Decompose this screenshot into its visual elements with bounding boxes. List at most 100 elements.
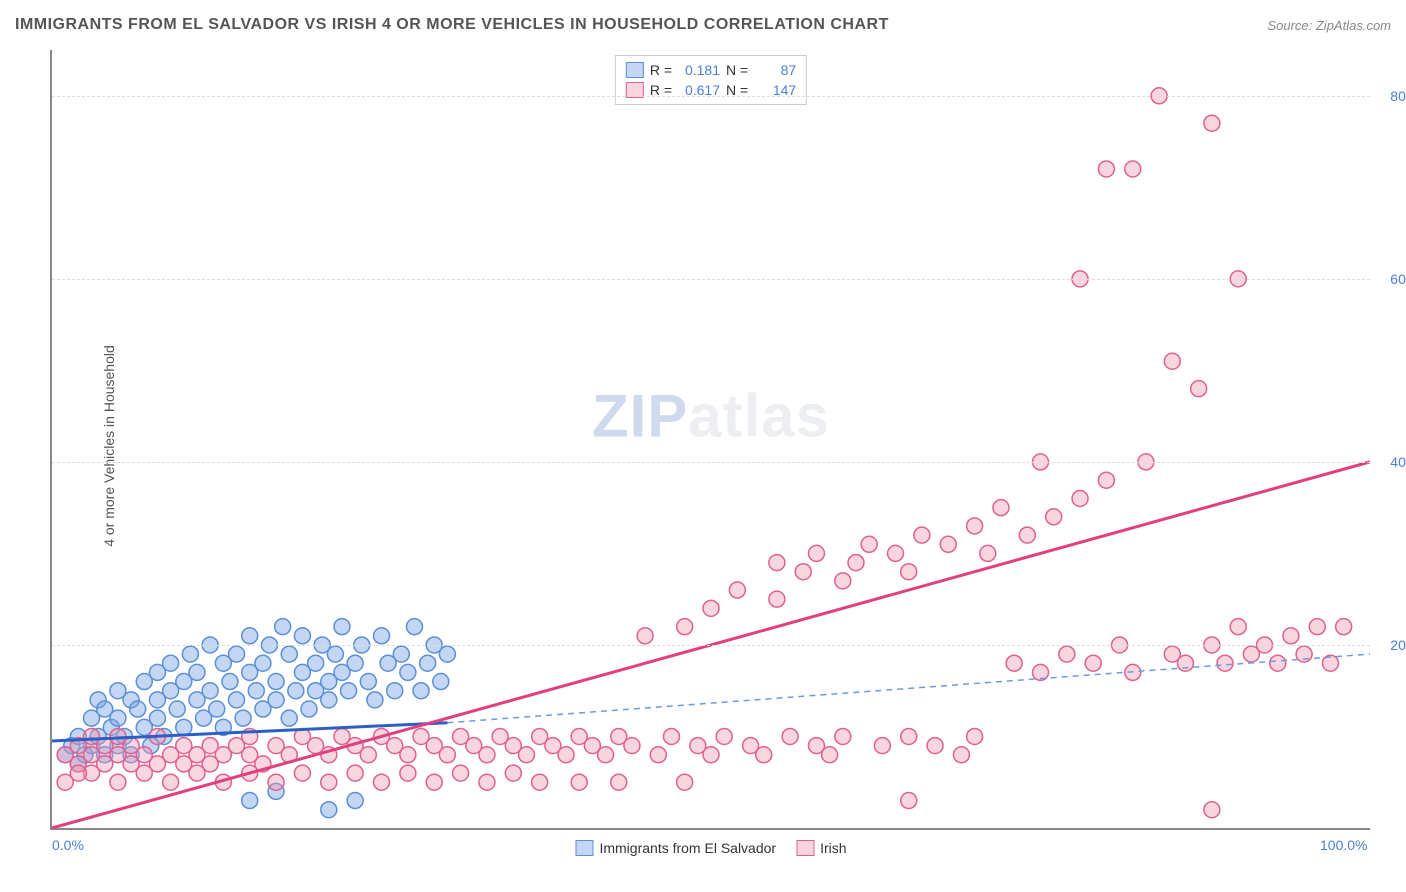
data-point (901, 793, 917, 809)
data-point (822, 747, 838, 763)
legend-label-0: Immigrants from El Salvador (599, 840, 776, 856)
data-point (268, 774, 284, 790)
legend-bottom: Immigrants from El Salvador Irish (575, 840, 846, 856)
data-point (769, 555, 785, 571)
data-point (518, 747, 534, 763)
data-point (70, 765, 86, 781)
legend-swatch-b0 (575, 840, 593, 856)
data-point (874, 738, 890, 754)
data-point (169, 701, 185, 717)
data-point (413, 683, 429, 699)
gridline (52, 96, 1370, 97)
data-point (189, 765, 205, 781)
data-point (1270, 655, 1286, 671)
data-point (341, 683, 357, 699)
data-point (1006, 655, 1022, 671)
data-point (703, 747, 719, 763)
data-point (130, 701, 146, 717)
data-point (769, 591, 785, 607)
data-point (255, 655, 271, 671)
gridline (52, 279, 1370, 280)
data-point (275, 619, 291, 635)
data-point (433, 674, 449, 690)
data-point (558, 747, 574, 763)
data-point (182, 646, 198, 662)
data-point (1191, 381, 1207, 397)
source-label: Source: ZipAtlas.com (1267, 18, 1391, 33)
data-point (1085, 655, 1101, 671)
data-point (294, 628, 310, 644)
x-tick-label: 100.0% (1320, 837, 1367, 853)
data-point (479, 774, 495, 790)
data-point (229, 692, 245, 708)
plot-area: ZIPatlas R = 0.181 N = 87 R = 0.617 N = … (50, 50, 1370, 830)
data-point (406, 619, 422, 635)
data-point (374, 628, 390, 644)
data-point (268, 674, 284, 690)
data-point (439, 646, 455, 662)
data-point (242, 793, 258, 809)
data-point (888, 545, 904, 561)
data-point (677, 774, 693, 790)
data-point (321, 774, 337, 790)
legend-stats: R = 0.181 N = 87 R = 0.617 N = 147 (615, 55, 807, 105)
legend-item-0: Immigrants from El Salvador (575, 840, 776, 856)
data-point (110, 774, 126, 790)
data-point (1098, 161, 1114, 177)
data-point (1230, 619, 1246, 635)
data-point (1217, 655, 1233, 671)
data-point (189, 664, 205, 680)
data-point (426, 774, 442, 790)
data-point (110, 710, 126, 726)
data-point (360, 674, 376, 690)
data-point (1059, 646, 1075, 662)
data-point (321, 802, 337, 818)
data-point (1072, 490, 1088, 506)
data-point (176, 719, 192, 735)
data-point (209, 701, 225, 717)
data-point (479, 747, 495, 763)
legend-stats-row-1: R = 0.617 N = 147 (626, 80, 796, 100)
regression-line-ext (447, 654, 1370, 723)
data-point (1164, 353, 1180, 369)
data-point (268, 692, 284, 708)
data-point (400, 747, 416, 763)
chart-title: IMMIGRANTS FROM EL SALVADOR VS IRISH 4 O… (15, 16, 889, 34)
data-point (294, 765, 310, 781)
data-point (301, 701, 317, 717)
data-point (835, 728, 851, 744)
data-point (716, 728, 732, 744)
data-point (248, 683, 264, 699)
data-point (1019, 527, 1035, 543)
legend-swatch-b1 (796, 840, 814, 856)
data-point (571, 774, 587, 790)
data-point (136, 765, 152, 781)
data-point (677, 619, 693, 635)
data-point (703, 600, 719, 616)
data-point (400, 765, 416, 781)
data-point (756, 747, 772, 763)
data-point (835, 573, 851, 589)
data-point (1336, 619, 1352, 635)
data-point (163, 774, 179, 790)
data-point (229, 646, 245, 662)
data-point (281, 646, 297, 662)
data-point (439, 747, 455, 763)
data-point (202, 683, 218, 699)
y-tick-label: 60.0% (1390, 271, 1406, 287)
data-point (505, 765, 521, 781)
data-point (1046, 509, 1062, 525)
data-point (729, 582, 745, 598)
data-point (420, 655, 436, 671)
data-point (235, 710, 251, 726)
data-point (334, 619, 350, 635)
legend-swatch-0 (626, 62, 644, 78)
data-point (795, 564, 811, 580)
data-point (1098, 472, 1114, 488)
data-point (321, 692, 337, 708)
data-point (953, 747, 969, 763)
data-point (163, 655, 179, 671)
y-tick-label: 40.0% (1390, 454, 1406, 470)
r-value-0: 0.181 (678, 62, 720, 78)
data-point (222, 674, 238, 690)
